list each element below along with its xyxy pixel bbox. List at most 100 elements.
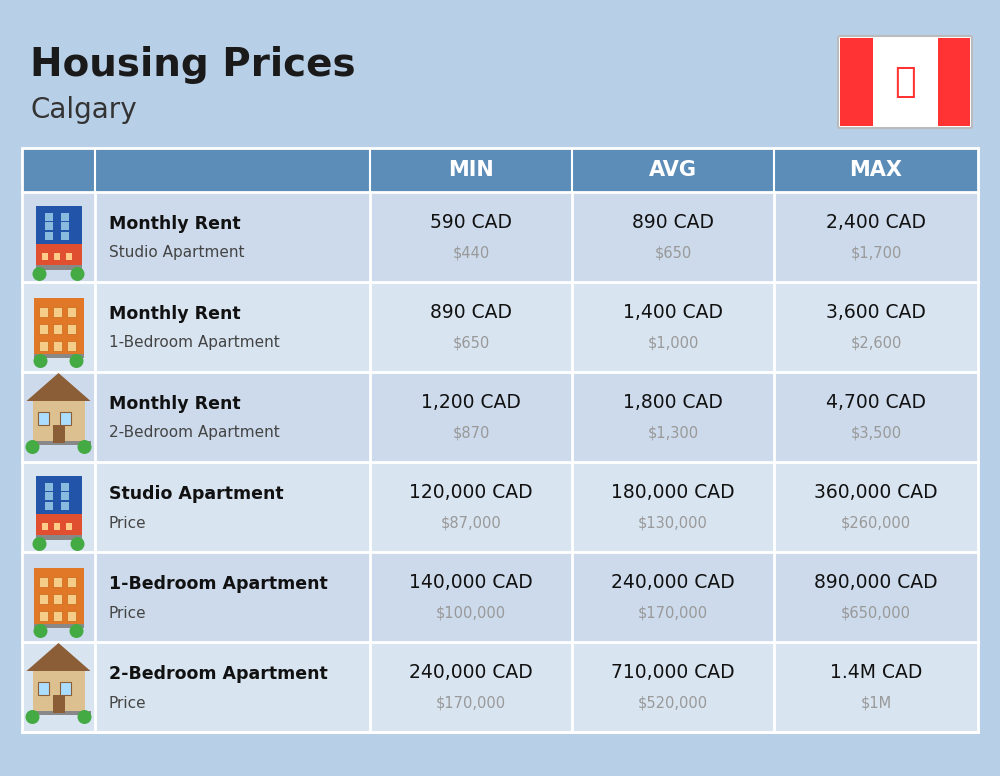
Bar bbox=[38, 577, 48, 587]
FancyBboxPatch shape bbox=[838, 36, 972, 128]
Circle shape bbox=[78, 440, 92, 454]
Polygon shape bbox=[26, 643, 90, 671]
Text: AVG: AVG bbox=[649, 160, 697, 180]
Bar bbox=[44, 232, 52, 240]
Bar bbox=[42, 523, 48, 530]
Text: Monthly Rent: Monthly Rent bbox=[109, 395, 241, 413]
Text: 360,000 CAD: 360,000 CAD bbox=[814, 483, 938, 503]
Bar bbox=[22, 642, 978, 732]
Bar bbox=[52, 425, 64, 443]
Text: 2-Bedroom Apartment: 2-Bedroom Apartment bbox=[109, 425, 280, 441]
Bar bbox=[38, 594, 48, 604]
Bar bbox=[66, 611, 76, 621]
Bar bbox=[840, 38, 872, 126]
Text: $1,700: $1,700 bbox=[850, 245, 902, 261]
Text: $2,600: $2,600 bbox=[850, 335, 902, 351]
Bar bbox=[28, 711, 90, 715]
Text: 890 CAD: 890 CAD bbox=[430, 303, 512, 323]
Text: MAX: MAX bbox=[850, 160, 902, 180]
Bar bbox=[52, 611, 62, 621]
Bar bbox=[36, 265, 82, 270]
Text: $170,000: $170,000 bbox=[436, 695, 506, 711]
Bar bbox=[66, 253, 72, 260]
Text: 120,000 CAD: 120,000 CAD bbox=[409, 483, 533, 503]
Circle shape bbox=[32, 537, 46, 551]
Text: $260,000: $260,000 bbox=[841, 515, 911, 531]
Bar bbox=[34, 298, 84, 356]
Bar bbox=[34, 624, 84, 628]
Bar bbox=[60, 223, 68, 230]
Bar bbox=[38, 341, 48, 351]
Text: 590 CAD: 590 CAD bbox=[430, 213, 512, 233]
Bar bbox=[66, 577, 76, 587]
Text: $87,000: $87,000 bbox=[441, 515, 501, 531]
Text: 140,000 CAD: 140,000 CAD bbox=[409, 573, 533, 593]
Bar bbox=[44, 493, 52, 501]
Bar bbox=[60, 412, 70, 425]
Circle shape bbox=[26, 440, 40, 454]
Text: $3,500: $3,500 bbox=[850, 425, 902, 441]
Bar bbox=[22, 372, 978, 462]
Text: $100,000: $100,000 bbox=[436, 605, 506, 621]
Text: $130,000: $130,000 bbox=[638, 515, 708, 531]
Text: 1-Bedroom Apartment: 1-Bedroom Apartment bbox=[109, 335, 280, 351]
Text: MIN: MIN bbox=[448, 160, 494, 180]
Text: Housing Prices: Housing Prices bbox=[30, 46, 356, 84]
Text: Price: Price bbox=[109, 605, 147, 621]
Text: $440: $440 bbox=[452, 245, 490, 261]
Text: 180,000 CAD: 180,000 CAD bbox=[611, 483, 735, 503]
Bar bbox=[66, 341, 76, 351]
Bar bbox=[60, 232, 68, 240]
Text: 890 CAD: 890 CAD bbox=[632, 213, 714, 233]
Bar bbox=[32, 669, 84, 713]
Text: 710,000 CAD: 710,000 CAD bbox=[611, 663, 735, 683]
Bar bbox=[36, 244, 82, 268]
Bar bbox=[34, 354, 84, 358]
Bar bbox=[60, 682, 70, 695]
Text: Calgary: Calgary bbox=[30, 96, 137, 124]
Circle shape bbox=[78, 710, 92, 724]
Bar bbox=[38, 307, 48, 317]
Bar bbox=[32, 399, 84, 443]
Text: Studio Apartment: Studio Apartment bbox=[109, 485, 284, 503]
Text: 1-Bedroom Apartment: 1-Bedroom Apartment bbox=[109, 575, 328, 593]
Bar bbox=[60, 502, 68, 510]
Bar bbox=[60, 483, 68, 491]
Bar bbox=[52, 341, 62, 351]
Bar bbox=[60, 493, 68, 501]
Circle shape bbox=[32, 267, 46, 281]
Bar bbox=[52, 324, 62, 334]
Circle shape bbox=[70, 537, 84, 551]
Bar bbox=[36, 535, 82, 540]
Bar bbox=[60, 213, 68, 221]
Text: $650: $650 bbox=[654, 245, 692, 261]
Bar bbox=[38, 324, 48, 334]
Bar bbox=[872, 38, 938, 126]
Bar bbox=[38, 611, 48, 621]
Text: 4,700 CAD: 4,700 CAD bbox=[826, 393, 926, 413]
Circle shape bbox=[26, 710, 40, 724]
Bar bbox=[28, 441, 90, 445]
Text: 1,400 CAD: 1,400 CAD bbox=[623, 303, 723, 323]
Text: 890,000 CAD: 890,000 CAD bbox=[814, 573, 938, 593]
Bar bbox=[66, 594, 76, 604]
Bar bbox=[22, 282, 978, 372]
Bar bbox=[52, 594, 62, 604]
Text: 1,200 CAD: 1,200 CAD bbox=[421, 393, 521, 413]
Text: $870: $870 bbox=[452, 425, 490, 441]
Text: 240,000 CAD: 240,000 CAD bbox=[611, 573, 735, 593]
Text: 1,800 CAD: 1,800 CAD bbox=[623, 393, 723, 413]
Bar bbox=[52, 695, 64, 713]
Bar bbox=[44, 223, 52, 230]
Bar bbox=[34, 568, 84, 626]
Text: Studio Apartment: Studio Apartment bbox=[109, 245, 244, 261]
Circle shape bbox=[34, 354, 48, 368]
Bar bbox=[42, 253, 48, 260]
Text: 2-Bedroom Apartment: 2-Bedroom Apartment bbox=[109, 665, 328, 683]
Bar bbox=[22, 148, 978, 192]
Bar bbox=[52, 307, 62, 317]
Text: 2,400 CAD: 2,400 CAD bbox=[826, 213, 926, 233]
Text: Monthly Rent: Monthly Rent bbox=[109, 305, 241, 323]
Text: $1,300: $1,300 bbox=[647, 425, 699, 441]
Text: Price: Price bbox=[109, 515, 147, 531]
